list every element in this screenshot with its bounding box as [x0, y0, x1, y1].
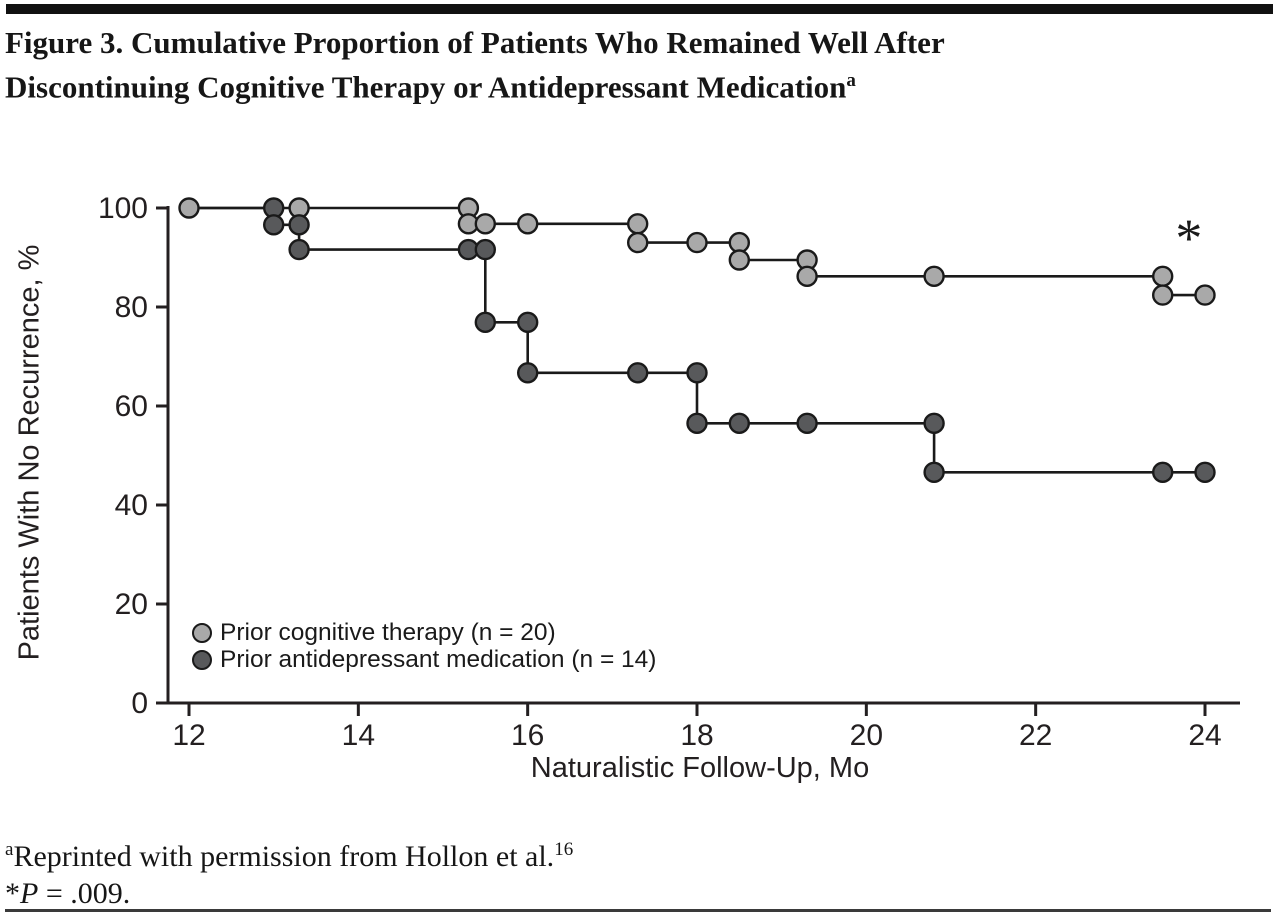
- data-point-marker-1: [517, 311, 539, 333]
- data-point-marker-1: [1151, 461, 1174, 483]
- data-point-marker-0: [1151, 284, 1174, 306]
- data-point-marker-0: [728, 231, 750, 254]
- data-point-marker-0: [796, 265, 818, 287]
- significance-asterisk: *: [1175, 208, 1202, 268]
- data-point-marker-1: [1194, 461, 1216, 483]
- data-point-marker-1: [923, 412, 945, 434]
- data-point-marker-0: [627, 231, 649, 254]
- legend-item-cognitive-therapy: Prior cognitive therapy (n = 20): [192, 619, 656, 646]
- data-point-marker-0: [627, 213, 649, 235]
- data-point-marker-1: [474, 311, 496, 333]
- y-tick-label: 60: [115, 390, 148, 423]
- data-point-marker-1: [288, 214, 310, 236]
- x-tick-label: 14: [342, 719, 375, 752]
- legend-marker-dark-circle-icon: [192, 650, 212, 670]
- data-point-marker-1: [263, 214, 285, 236]
- figure-title-line2: Discontinuing Cognitive Therapy or Antid…: [5, 69, 847, 105]
- footnote-p-value: = .009.: [38, 877, 131, 910]
- footnote-p-symbol: P: [20, 877, 39, 910]
- data-point-marker-0: [517, 213, 539, 235]
- data-point-marker-1: [686, 362, 708, 384]
- y-tick-label: 100: [98, 192, 148, 225]
- data-point-marker-0: [923, 265, 945, 287]
- footnote-asterisk: *: [5, 877, 20, 910]
- legend-label: Prior cognitive therapy (n = 20): [220, 619, 556, 646]
- y-tick-label: 40: [115, 489, 148, 522]
- y-tick-label: 80: [115, 291, 148, 324]
- bottom-rule-bar: [5, 909, 1271, 912]
- data-point-marker-0: [1194, 284, 1216, 306]
- data-point-marker-1: [474, 238, 496, 261]
- x-tick-label: 24: [1188, 719, 1221, 752]
- y-tick-label: 20: [115, 588, 148, 621]
- data-point-marker-1: [686, 412, 708, 434]
- chart-legend: Prior cognitive therapy (n = 20) Prior a…: [192, 619, 657, 676]
- legend-label: Prior antidepressant medication (n = 14): [220, 646, 657, 673]
- data-point-marker-0: [474, 213, 496, 235]
- x-tick-label: 16: [511, 719, 544, 752]
- x-tick-label: 12: [172, 719, 205, 752]
- x-tick-label: 20: [850, 719, 883, 752]
- y-axis-label: Patients With No Recurrence, %: [13, 244, 46, 661]
- legend-marker-light-circle-icon: [192, 623, 212, 643]
- x-axis-label: Naturalistic Follow-Up, Mo: [530, 752, 870, 784]
- data-point-marker-1: [627, 362, 649, 384]
- data-point-marker-1: [796, 412, 818, 434]
- footnote-pvalue: *P = .009.: [5, 875, 573, 912]
- data-point-marker-0: [1151, 265, 1174, 287]
- legend-item-antidepressant-medication: Prior antidepressant medication (n = 14): [192, 646, 657, 673]
- footnote-a-text: Reprinted with permission from Hollon et…: [13, 840, 555, 873]
- top-rule-bar: [6, 4, 1273, 14]
- data-point-marker-0: [728, 249, 750, 271]
- data-point-marker-1: [288, 238, 310, 261]
- footnote-a-superscript: a: [5, 839, 14, 860]
- figure-title-superscript: a: [846, 70, 856, 91]
- figure-title: Figure 3. Cumulative Proportion of Patie…: [5, 24, 1155, 106]
- figure-title-line1: Figure 3. Cumulative Proportion of Patie…: [5, 25, 945, 60]
- x-tick-label: 18: [680, 719, 713, 752]
- data-point-marker-1: [923, 461, 945, 483]
- footnote-reference-superscript: 16: [554, 839, 574, 860]
- data-point-marker-1: [517, 362, 539, 384]
- data-point-marker-1: [728, 412, 750, 434]
- y-tick-label: 0: [131, 687, 148, 720]
- data-point-marker-0: [686, 231, 708, 254]
- data-point-marker-0: [178, 197, 200, 219]
- footnote-reprint: aReprinted with permission from Hollon e…: [5, 831, 573, 875]
- footnotes: aReprinted with permission from Hollon e…: [5, 831, 573, 912]
- x-tick-label: 22: [1019, 719, 1052, 752]
